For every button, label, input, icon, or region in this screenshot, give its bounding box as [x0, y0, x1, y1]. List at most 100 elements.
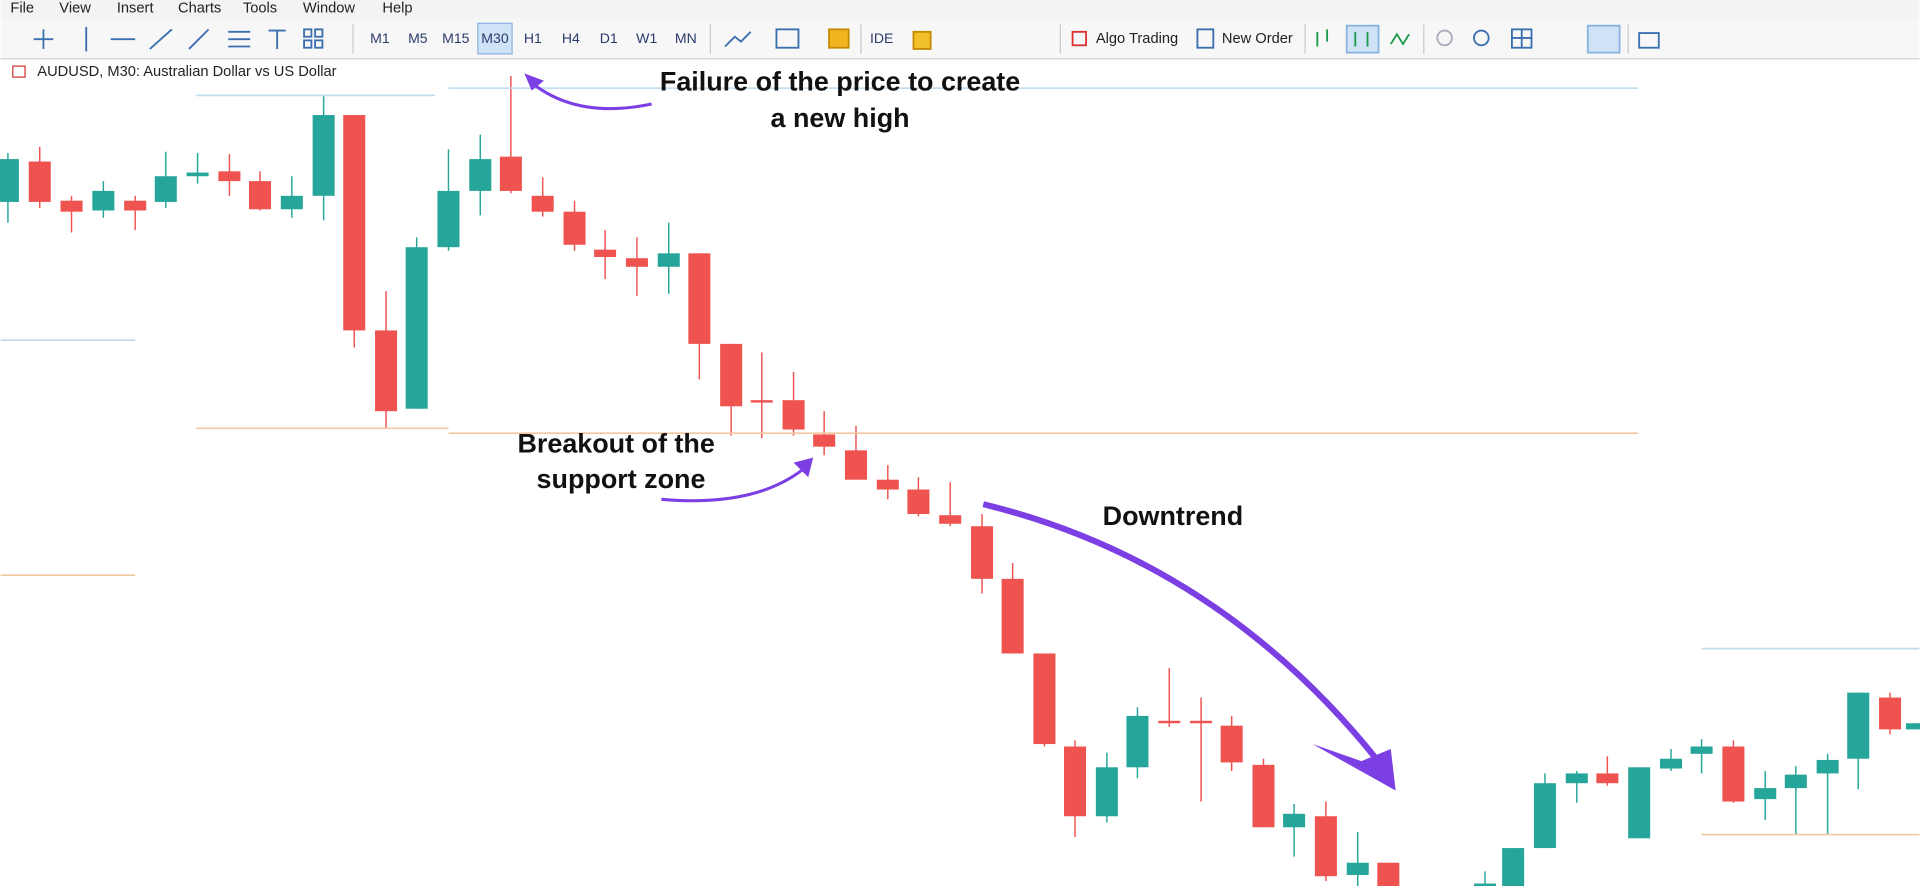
candle-body [248, 181, 272, 210]
ide-button: IDE [870, 30, 893, 46]
candle-body [1314, 816, 1337, 877]
candle-body [1220, 725, 1243, 763]
timeframe-button: M15 [442, 30, 470, 46]
timeframe-button: H4 [562, 30, 580, 46]
candle-body [1847, 692, 1870, 759]
arrow-head [793, 457, 814, 478]
timeframe-button: W1 [636, 30, 657, 46]
candle-body [1502, 848, 1525, 886]
candle-body [469, 159, 492, 191]
candle-body [405, 247, 428, 409]
candle-body [1905, 723, 1920, 730]
candle-body [1033, 653, 1056, 745]
separators [352, 24, 1629, 54]
timeframe-button: MN [675, 30, 697, 46]
candle-body [750, 400, 773, 403]
annotation: Breakout of the [517, 429, 714, 459]
candle-body [499, 156, 522, 191]
menu-item[interactable]: Window [303, 0, 356, 16]
annotation: a new high [771, 103, 910, 133]
chart-icon [12, 65, 26, 78]
candle-body [375, 330, 398, 412]
candle-body [1596, 773, 1619, 784]
toolbar [0, 18, 1920, 59]
candle-body [28, 161, 51, 202]
menu-item[interactable]: Charts [178, 0, 221, 16]
candle-body [939, 515, 962, 524]
candle-body [280, 195, 303, 210]
candle-body [60, 200, 83, 212]
candle-body [1283, 813, 1306, 828]
candle-body [531, 195, 554, 212]
candle-body [124, 200, 147, 211]
candle-body [312, 115, 335, 196]
arrow [661, 463, 810, 503]
candle-body [92, 190, 115, 211]
candle-body [1377, 862, 1400, 886]
candle-body [1628, 767, 1651, 839]
menu-item[interactable]: Insert [117, 0, 154, 16]
menu-item[interactable]: View [59, 0, 91, 16]
candle-body [1346, 862, 1369, 875]
candle-body [720, 343, 743, 407]
algo-trading-button: Algo Trading [1096, 31, 1178, 47]
chart-symbol: AUDUSD, M30: Australian Dollar vs US Dol… [37, 64, 336, 80]
toolbar-icons [33, 24, 1660, 54]
candle-body [1158, 720, 1181, 724]
candle-body [907, 489, 930, 514]
candle-body [1565, 773, 1588, 784]
candle-body [657, 253, 680, 267]
candle-body [1126, 715, 1149, 768]
candle-body [343, 115, 366, 331]
candle-body [688, 253, 711, 344]
annotation: support zone [537, 464, 706, 494]
menu-bar [0, 0, 1920, 19]
candle-body [437, 190, 460, 248]
arrow-head [1312, 744, 1396, 791]
candle-body [1001, 578, 1024, 654]
candle-body [1722, 746, 1745, 802]
active-timeframe [477, 22, 513, 55]
candle-body [844, 450, 867, 480]
menu-item[interactable]: Help [382, 0, 412, 16]
candle-body [625, 258, 648, 267]
timeframe-button: H1 [524, 30, 542, 46]
candle-body [1190, 720, 1213, 724]
candlesticks [0, 75, 1920, 886]
candle-body [218, 171, 241, 182]
new-order-button: New Order [1222, 31, 1293, 47]
arrow [528, 79, 652, 111]
candle-body [782, 400, 805, 430]
candle-body [594, 249, 617, 257]
candle-body [1784, 774, 1807, 789]
candle-body [154, 176, 177, 202]
menu-item[interactable]: File [10, 0, 34, 16]
candle-body [971, 526, 994, 579]
arrow-head [524, 73, 544, 91]
menu-item[interactable]: Tools [243, 0, 277, 16]
annotation: Downtrend [1103, 501, 1244, 531]
timeframe-button: M30 [481, 30, 509, 46]
candle-body [563, 211, 586, 245]
candle-body [1754, 788, 1777, 800]
annotation: Failure of the price to create [660, 66, 1020, 96]
candle-body [876, 479, 899, 490]
candle-body [1064, 746, 1087, 817]
candle-body [1252, 764, 1275, 828]
candle-body [1473, 883, 1497, 886]
candle-body [1659, 758, 1683, 769]
candle-body [0, 159, 19, 202]
timeframe-button: M5 [408, 30, 428, 46]
candle-body [186, 172, 209, 177]
candle-body [1816, 759, 1839, 774]
candle-body [1690, 746, 1713, 754]
timeframe-button: M1 [370, 30, 390, 46]
candle-body [813, 434, 836, 447]
arrow [982, 501, 1389, 773]
candle-body [1095, 767, 1118, 817]
timeframe-button: D1 [600, 30, 618, 46]
candle-body [1533, 783, 1556, 849]
candle-body [1879, 697, 1902, 730]
